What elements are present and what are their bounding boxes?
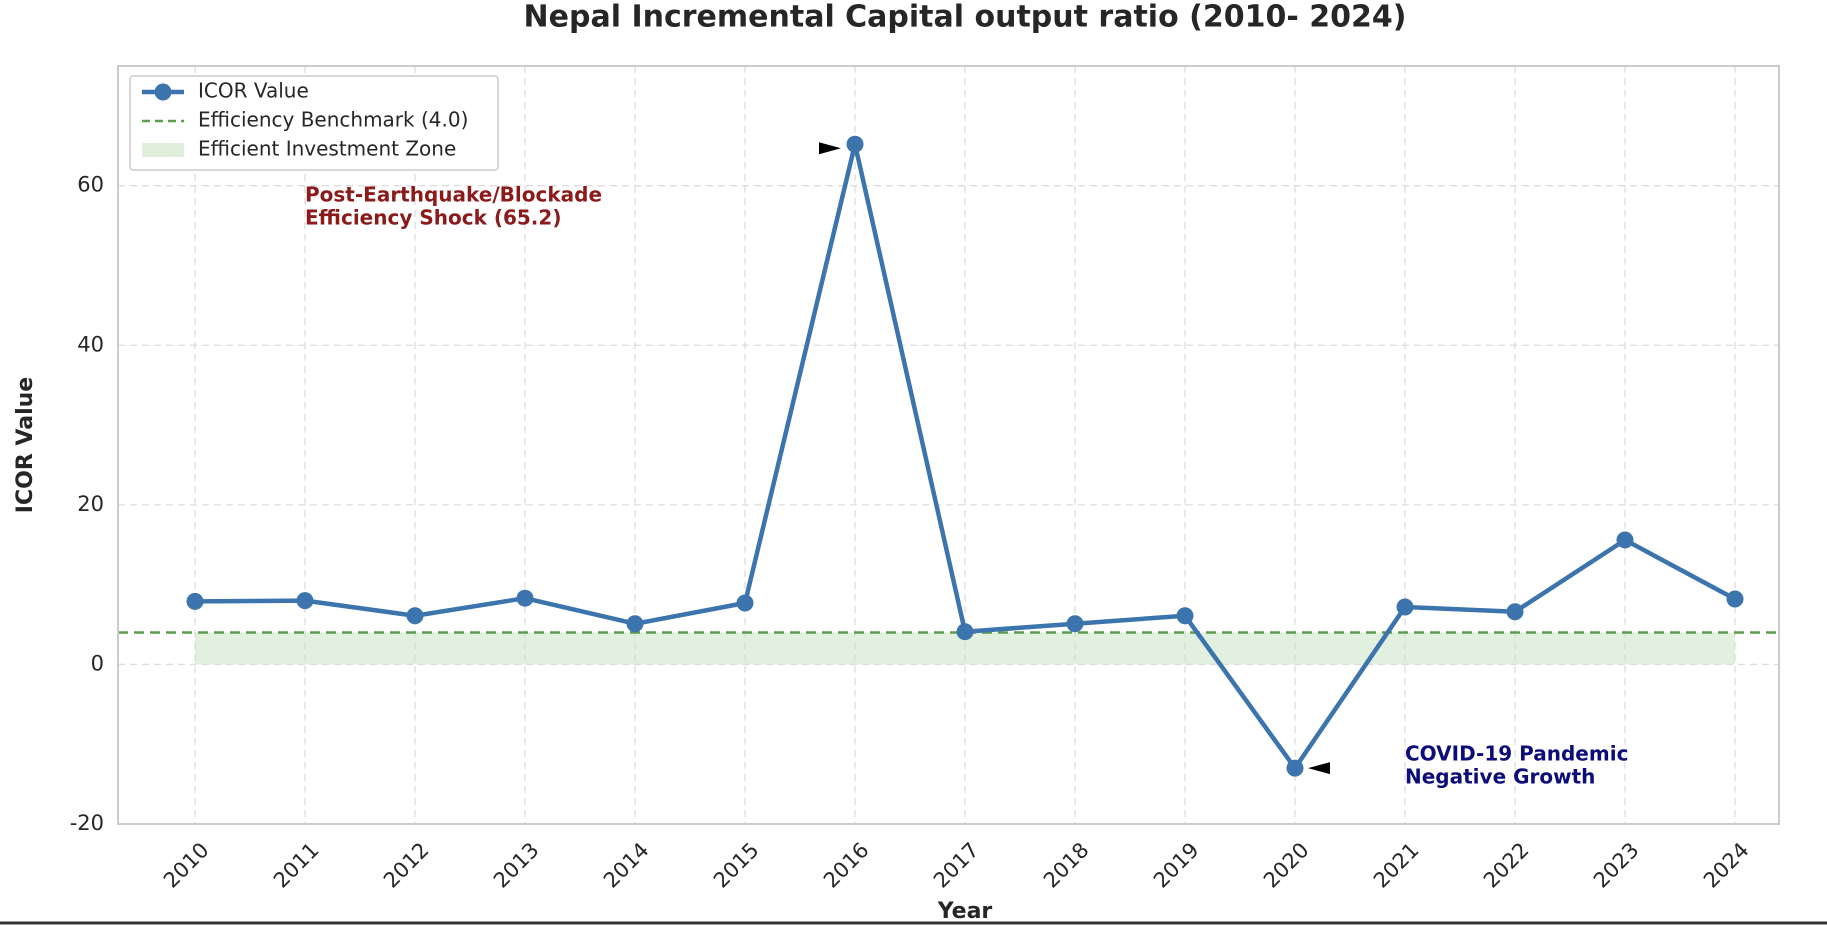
legend-label: Efficiency Benchmark (4.0) [198,108,468,132]
point [1726,590,1744,608]
point [956,623,974,641]
point [516,589,534,607]
point [1176,607,1194,625]
x-tick-label: 2019 [1149,838,1204,893]
y-tick-label: 40 [77,332,104,356]
point [186,592,204,610]
point [626,615,644,633]
x-tick-label: 2020 [1259,838,1314,893]
x-tick-label: 2021 [1369,838,1424,893]
y-tick-label: -20 [70,811,104,835]
x-tick-label: 2022 [1479,838,1534,893]
x-tick-label: 2010 [159,838,214,893]
annotation: COVID-19 Pandemic [1405,742,1628,766]
legend: ICOR Value Efficiency Benchmark (4.0) Effi… [129,75,499,171]
annotation: Efficiency Shock (65.2) [305,206,561,230]
chart-title: Nepal Incremental Capital output ratio (… [524,0,1407,35]
y-tick-label: 0 [91,651,104,675]
x-tick-label: 2015 [709,838,764,893]
point [1506,603,1524,621]
plot-frame [117,65,1780,825]
point [736,594,754,612]
x-tick-label: 2016 [819,838,874,893]
x-tick-label: 2017 [929,838,984,893]
annotation: Post-Earthquake/Blockade [305,183,602,207]
x-axis-label: Year [937,899,993,924]
arrow-head [819,142,841,155]
point [296,592,314,610]
legend-box [129,75,499,171]
x-tick-label: 2024 [1699,838,1754,893]
y-tick-label: 20 [77,492,104,516]
point [406,607,424,625]
x-tick-label: 2012 [379,838,434,893]
legend-label: Efficient Investment Zone [198,137,456,161]
legend-swatch [142,143,184,157]
arrow-head [1308,762,1330,775]
x-tick-label: 2023 [1589,838,1644,893]
y-tick-label: 60 [77,173,104,197]
legend-swatch [154,83,172,101]
x-tick-label: 2011 [269,838,324,893]
point [846,135,864,153]
x-tick-label: 2014 [599,838,654,893]
y-axis-label: ICOR Value [13,377,38,513]
point [1616,531,1634,549]
x-tick-label: 2013 [489,838,544,893]
x-tick-label: 2018 [1039,838,1094,893]
legend-label: ICOR Value [198,79,309,103]
point [1286,759,1304,777]
point [1396,598,1414,616]
point [1066,615,1084,633]
annotation: Negative Growth [1405,765,1595,789]
